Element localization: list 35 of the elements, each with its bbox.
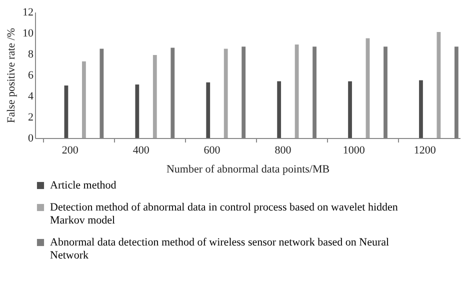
- bar: [170, 48, 175, 138]
- bar: [454, 46, 458, 138]
- legend-label: Detection method of abnormal data in control process based on wavelet hidden Markov model: [50, 202, 398, 226]
- bar: [419, 80, 423, 138]
- y-tick-label: 0: [28, 132, 34, 144]
- legend-label: Article method: [50, 180, 117, 192]
- bar: [100, 48, 104, 138]
- bar: [224, 48, 228, 138]
- x-axis-title: Number of abnormal data points/MB: [166, 164, 330, 176]
- bar: [242, 46, 246, 138]
- bar: [64, 86, 68, 138]
- x-tick-label: 400: [132, 144, 150, 156]
- legend-label: Abnormal data detection method of wireless sensor network based on Neural Network: [50, 236, 390, 262]
- x-tick-label: 800: [274, 144, 292, 156]
- y-tick-label: 4: [28, 90, 34, 102]
- bar: [277, 81, 282, 138]
- y-tick-label: 12: [22, 6, 34, 18]
- bar: [152, 55, 157, 138]
- x-tick-label: 1200: [414, 144, 436, 156]
- bar: [82, 61, 86, 138]
- bar: [312, 46, 316, 138]
- y-tick-label: 8: [28, 48, 34, 60]
- bar: [436, 32, 441, 138]
- bar: [348, 81, 352, 138]
- bar: [206, 82, 210, 138]
- x-tick-label: 200: [62, 144, 79, 156]
- bar: [294, 44, 299, 138]
- y-tick-label: 6: [28, 70, 34, 82]
- bar: [384, 46, 388, 138]
- y-tick-label: 10: [22, 28, 34, 40]
- bar: [135, 84, 140, 138]
- x-tick-label: 600: [204, 144, 221, 156]
- y-axis-title: False positive rate /%: [6, 28, 18, 124]
- x-tick-label: 1000: [342, 144, 366, 156]
- y-tick-label: 2: [28, 112, 34, 124]
